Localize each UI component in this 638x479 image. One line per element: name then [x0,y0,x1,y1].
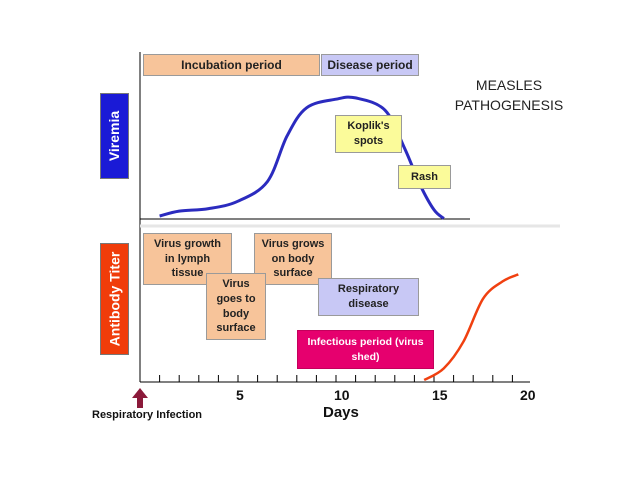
respiratory-disease-box: Respiratory disease [318,278,419,316]
goes-line-4: surface [216,322,256,335]
virus-grows-body-surface-box: Virus grows on body surface [254,233,332,285]
rash-box: Rash [398,165,451,189]
respiratory-infection-label: Respiratory Infection [92,409,203,421]
lymph-line-3: tissue [171,267,204,280]
tick-label-20: 20 [520,387,536,403]
x-axis-title: Days [323,404,359,421]
antibody-titer-label: Antibody Titer [100,243,129,355]
title-line-1: MEASLES [475,77,543,93]
chart-title: MEASLES PATHOGENESIS [444,76,574,115]
tick-label-5: 5 [236,387,244,403]
incubation-period-label: Incubation period [181,57,282,72]
kopliks-spots-box: Koplik's spots [335,115,402,153]
x-axis-ticks [159,375,513,382]
infection-marker-arrow [132,388,148,408]
koplik-line-2: spots [353,135,384,147]
title-line-2: PATHOGENESIS [454,96,564,113]
virus-goes-to-body-surface-box: Virus goes to body surface [206,273,266,340]
tick-label-10: 10 [334,387,350,403]
koplik-line-1: Koplik's [347,120,390,133]
infectious-line-1: Infectious period (virus [307,336,424,349]
lymph-line-1: Virus growth [153,237,222,250]
respiratory-line-2: disease [348,298,389,310]
disease-period-label: Disease period [327,57,413,72]
infectious-period-box: Infectious period (virus shed) [297,330,434,369]
lymph-line-2: in lymph [164,252,211,265]
body-surface-line-1: Virus grows [261,237,325,250]
goes-line-3: body [222,307,250,320]
body-surface-line-3: surface [273,267,313,280]
goes-line-1: Virus [222,277,250,290]
tick-label-15: 15 [432,387,448,403]
infectious-line-2: shed) [351,350,380,363]
respiratory-line-1: Respiratory [337,283,400,296]
goes-line-2: goes to [216,292,256,305]
body-surface-line-2: on body [271,252,315,265]
rash-label: Rash [411,170,438,183]
antibody-curve [423,273,519,382]
viremia-label: Viremia [100,93,129,179]
incubation-period-box: Incubation period [143,54,320,76]
disease-period-box: Disease period [321,54,419,76]
